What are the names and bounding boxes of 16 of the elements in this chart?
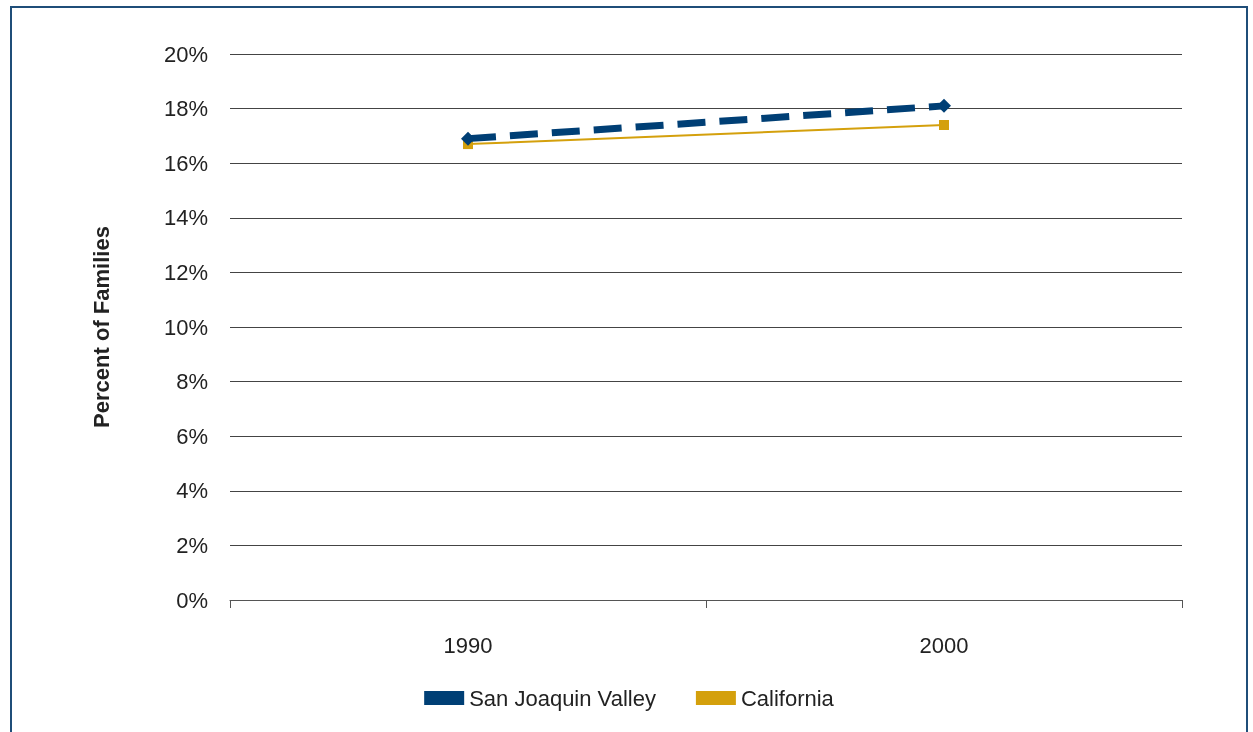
y-tick-label: 2% [176,532,208,558]
y-tick-label: 4% [176,478,208,504]
y-tick-label: 10% [163,314,208,340]
y-tick-label: 16% [163,150,208,176]
y-tick-label: 12% [163,259,208,285]
y-tick-label: 20% [163,41,208,67]
x-tick-label: 1990 [443,632,493,658]
y-axis-title: Percent of Families [88,226,114,428]
legend-label: California [740,685,835,711]
y-tick-label: 6% [176,423,208,449]
legend-label: San Joaquin Valley [469,685,656,711]
y-tick-label: 0% [176,587,208,613]
y-tick-label: 8% [176,369,208,395]
x-tick-label: 2000 [919,632,969,658]
y-tick-label: 14% [163,205,208,231]
y-tick-label: 18% [163,96,208,122]
